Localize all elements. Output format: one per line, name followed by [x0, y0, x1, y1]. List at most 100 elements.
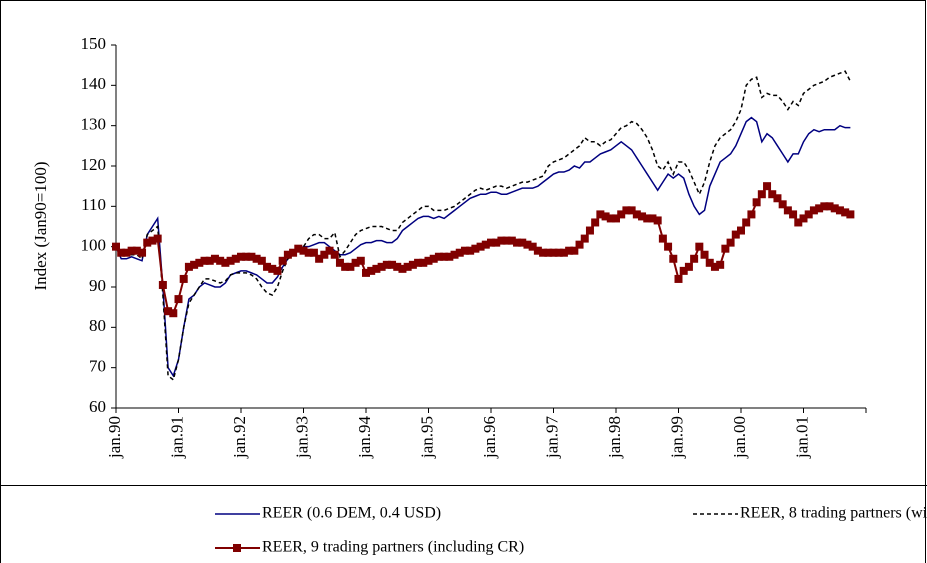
data-point — [356, 256, 365, 265]
data-point — [273, 266, 282, 275]
data-point — [695, 242, 704, 251]
y-tick-label: 150 — [81, 34, 107, 53]
data-point — [559, 248, 568, 257]
data-point — [757, 190, 766, 199]
x-tick-label: jan.97 — [542, 416, 561, 460]
data-point — [502, 236, 511, 245]
data-point — [841, 208, 850, 217]
data-point — [809, 206, 818, 215]
data-point — [414, 258, 423, 267]
data-point — [341, 262, 350, 271]
y-tick-label: 80 — [89, 316, 106, 335]
data-point — [622, 206, 631, 215]
data-point — [252, 254, 261, 263]
data-point — [700, 250, 709, 259]
data-point — [627, 206, 636, 215]
data-point — [752, 198, 761, 207]
data-point — [138, 248, 147, 257]
data-point — [200, 256, 209, 265]
data-point — [148, 236, 157, 245]
data-point — [643, 214, 652, 223]
data-point — [763, 182, 772, 191]
data-point — [825, 202, 834, 211]
data-point — [362, 268, 370, 277]
data-point — [330, 250, 339, 259]
data-point — [143, 238, 152, 247]
x-tick-label: jan.91 — [167, 416, 186, 459]
data-point — [497, 236, 506, 245]
data-point — [518, 238, 527, 247]
data-point — [263, 262, 272, 271]
data-point — [112, 242, 120, 251]
data-point — [778, 200, 787, 209]
data-point — [372, 264, 381, 273]
data-point — [283, 250, 292, 259]
data-point — [617, 210, 626, 219]
data-point — [601, 212, 610, 221]
data-point — [424, 256, 433, 265]
data-point — [445, 252, 454, 261]
data-point — [132, 246, 141, 255]
data-point — [460, 246, 469, 255]
y-tick-label: 70 — [89, 357, 106, 376]
data-point — [570, 246, 579, 255]
data-point — [367, 266, 376, 275]
data-point — [169, 309, 178, 318]
data-point — [419, 258, 428, 267]
data-point — [664, 242, 673, 251]
data-point — [533, 246, 542, 255]
data-point — [585, 226, 594, 235]
data-point — [487, 238, 495, 247]
data-point — [195, 258, 204, 267]
data-point — [221, 258, 230, 267]
data-point — [679, 266, 688, 275]
data-point — [174, 295, 183, 304]
data-point — [320, 250, 329, 259]
data-point — [289, 248, 298, 257]
y-tick-label: 130 — [81, 115, 107, 134]
data-point — [580, 234, 589, 243]
data-point — [768, 190, 777, 199]
data-point — [216, 256, 225, 265]
series-line — [115, 70, 852, 382]
data-point — [783, 206, 792, 215]
x-tick-label: jan.95 — [417, 416, 436, 459]
data-point — [653, 216, 662, 225]
data-point — [737, 226, 745, 235]
x-tick-label: jan.90 — [105, 416, 124, 459]
legend-label: REER, 9 trading partners (including CR) — [262, 539, 524, 556]
data-point — [815, 204, 824, 213]
x-tick-label: jan.96 — [480, 416, 499, 459]
data-point — [648, 214, 657, 223]
x-tick-label: jan.01 — [792, 416, 811, 459]
data-point — [575, 240, 584, 249]
data-point — [606, 214, 615, 223]
data-point — [231, 254, 240, 263]
data-point — [237, 252, 245, 261]
data-point — [466, 246, 475, 255]
data-point — [247, 252, 256, 261]
data-point — [450, 250, 459, 259]
data-point — [158, 280, 167, 289]
data-point — [716, 260, 725, 269]
data-point — [179, 274, 188, 283]
data-point — [591, 218, 600, 227]
data-point — [278, 256, 287, 265]
data-point — [513, 238, 522, 247]
data-point — [523, 240, 532, 249]
data-point — [315, 254, 324, 263]
data-point — [309, 248, 318, 257]
data-point — [638, 212, 647, 221]
data-point — [565, 246, 574, 255]
data-point — [325, 246, 334, 255]
legend-label: REER (0.6 DEM, 0.4 USD) — [262, 505, 441, 522]
y-tick-label: 120 — [81, 155, 107, 174]
data-point — [335, 258, 344, 267]
data-point — [820, 202, 829, 211]
data-point — [596, 210, 605, 219]
data-point — [393, 262, 402, 271]
data-point — [612, 214, 620, 223]
data-point — [731, 230, 740, 239]
data-point — [747, 210, 756, 219]
